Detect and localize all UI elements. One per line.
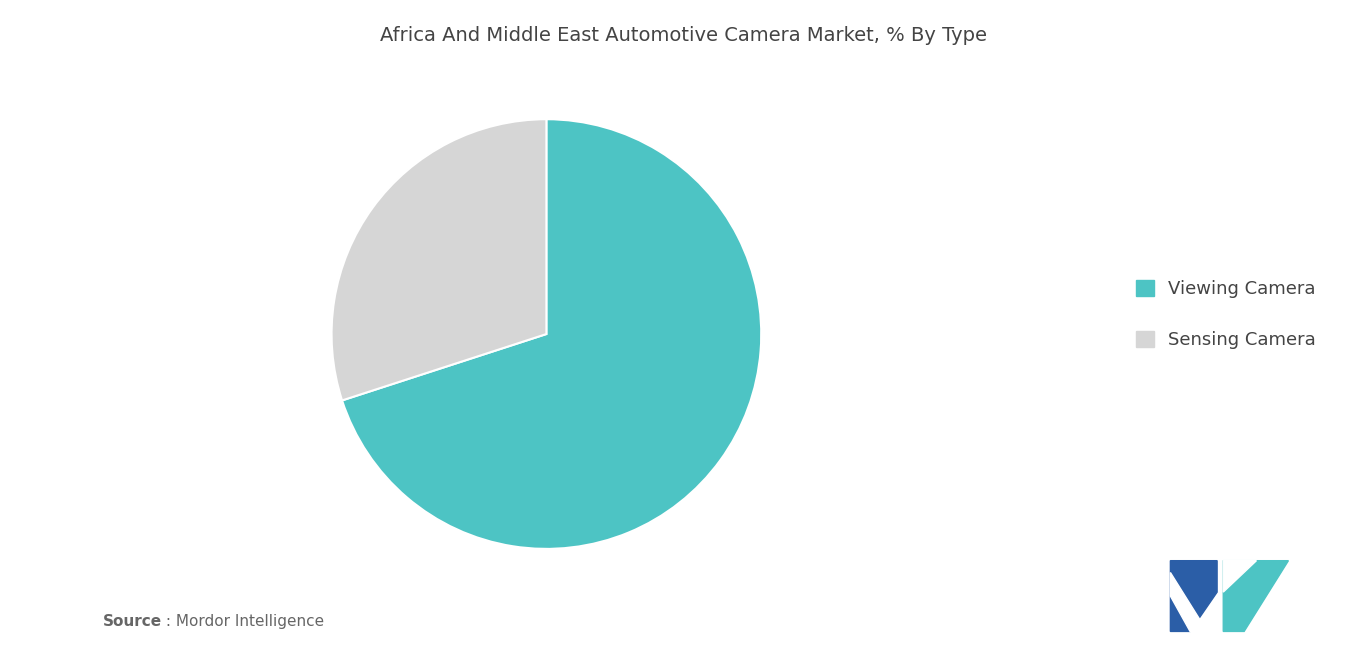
Text: Africa And Middle East Automotive Camera Market, % By Type: Africa And Middle East Automotive Camera…	[380, 26, 986, 45]
Polygon shape	[1224, 561, 1257, 592]
Text: Source: Source	[102, 614, 161, 629]
Polygon shape	[1171, 572, 1208, 631]
Legend: Viewing Camera, Sensing Camera: Viewing Camera, Sensing Camera	[1135, 280, 1315, 349]
Wedge shape	[332, 119, 546, 400]
Text: : Mordor Intelligence: : Mordor Intelligence	[161, 614, 324, 629]
Polygon shape	[1171, 561, 1217, 631]
Polygon shape	[1224, 561, 1288, 631]
Wedge shape	[342, 119, 761, 549]
